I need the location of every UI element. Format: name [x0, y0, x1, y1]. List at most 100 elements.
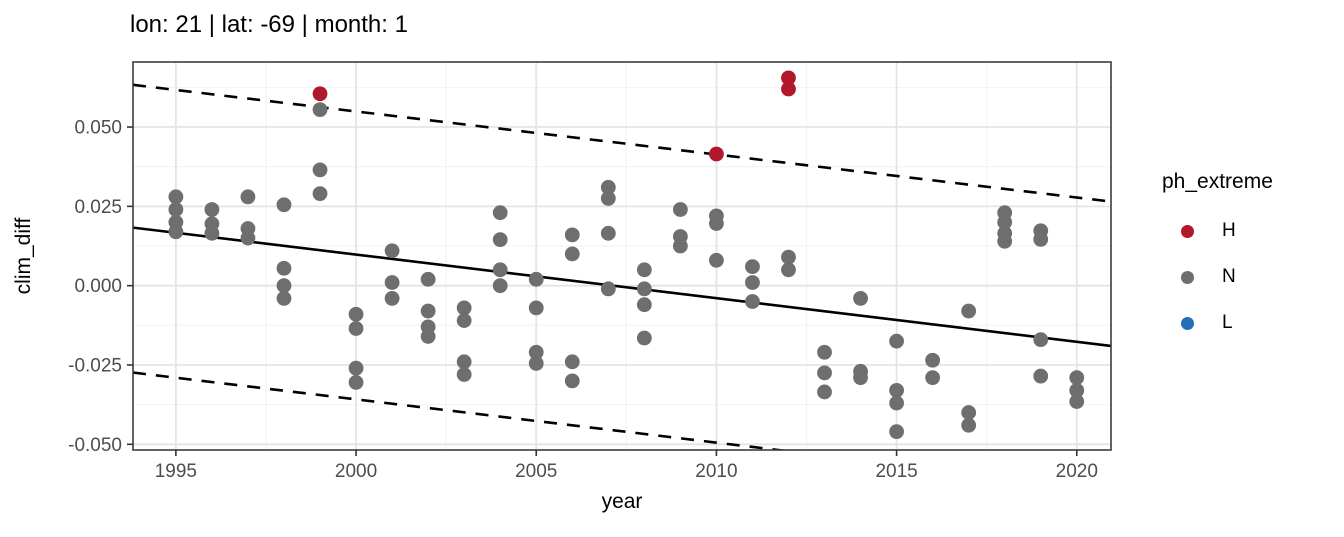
- data-point-n: [528, 271, 544, 287]
- data-point-n: [853, 370, 868, 386]
- data-point-n: [889, 395, 904, 411]
- data-point-n: [276, 278, 292, 294]
- data-point-n: [456, 313, 472, 328]
- data-point-n: [889, 424, 904, 439]
- upper-band-line: [133, 83, 1111, 203]
- data-point-n: [709, 216, 724, 231]
- data-point-n: [492, 205, 508, 221]
- panel-background: [133, 62, 1111, 450]
- legend: ph_extreme H N L: [1152, 170, 1273, 346]
- series-n: [168, 102, 1085, 439]
- data-point-n: [745, 294, 760, 309]
- data-point-n: [817, 384, 832, 400]
- data-point-n: [1033, 368, 1049, 384]
- data-point-n: [348, 360, 364, 376]
- data-point-n: [564, 354, 580, 370]
- legend-label-n: N: [1222, 266, 1236, 287]
- y-tick-label: 0.050: [74, 118, 122, 139]
- data-point-n: [1033, 332, 1049, 347]
- data-point-n: [492, 278, 508, 294]
- data-point-n: [420, 329, 436, 344]
- legend-title: ph_extreme: [1162, 170, 1273, 193]
- y-tick-label: -0.025: [68, 355, 122, 376]
- data-point-n: [636, 262, 652, 278]
- data-point-n: [889, 382, 904, 398]
- data-point-n: [168, 224, 184, 240]
- data-point-n: [709, 252, 724, 268]
- data-point-n: [276, 197, 292, 213]
- legend-swatch-h-icon: [1181, 224, 1194, 238]
- data-point-n: [781, 262, 796, 278]
- data-point-n: [312, 186, 328, 202]
- data-point-n: [564, 227, 580, 243]
- data-point-n: [961, 405, 977, 420]
- data-point-n: [348, 306, 364, 322]
- data-point-n: [168, 189, 184, 205]
- legend-label-h: H: [1222, 220, 1236, 241]
- data-point-n: [997, 233, 1013, 249]
- data-point-n: [636, 281, 652, 297]
- legend-item-l: L: [1152, 300, 1273, 346]
- data-point-n: [961, 417, 977, 433]
- data-point-n: [961, 303, 977, 319]
- data-point-n: [528, 355, 544, 371]
- data-point-n: [420, 303, 436, 319]
- legend-item-h: H: [1152, 208, 1273, 254]
- data-point-n: [348, 375, 364, 390]
- x-tick-label: 2005: [515, 461, 557, 482]
- data-point-n: [564, 246, 580, 262]
- x-tick-label: 1995: [155, 461, 197, 482]
- data-point-n: [276, 260, 292, 276]
- data-point-h: [312, 86, 328, 102]
- panel-border: [132, 61, 1112, 451]
- y-tick-label: 0.025: [74, 197, 122, 218]
- data-point-n: [600, 281, 616, 297]
- legend-swatch-n-icon: [1181, 270, 1194, 284]
- data-point-n: [817, 344, 832, 360]
- data-point-n: [672, 202, 688, 217]
- fit-line: [133, 226, 1111, 348]
- legend-label-l: L: [1222, 312, 1233, 333]
- data-point-n: [204, 202, 220, 217]
- data-point-n: [456, 300, 472, 316]
- y-tick-label: 0.000: [74, 276, 122, 297]
- plot-title: lon: 21 | lat: -69 | month: 1: [130, 11, 408, 38]
- y-tick-labels: 0.050 0.025 0.000 -0.025 -0.050: [68, 118, 122, 456]
- data-point-n: [528, 344, 544, 360]
- data-point-n: [925, 370, 941, 386]
- data-point-n: [853, 290, 868, 306]
- data-point-n: [348, 321, 364, 336]
- data-point-n: [636, 330, 652, 346]
- data-point-n: [781, 249, 796, 265]
- data-point-n: [925, 352, 941, 368]
- data-point-n: [456, 367, 472, 382]
- data-point-n: [456, 354, 472, 370]
- data-point-n: [168, 202, 184, 217]
- data-point-n: [636, 297, 652, 313]
- data-point-n: [600, 225, 616, 241]
- data-point-n: [1033, 231, 1049, 247]
- lower-band-line: [133, 371, 789, 450]
- data-point-n: [204, 225, 220, 241]
- series-h: [312, 70, 796, 162]
- y-tick-label: -0.050: [68, 435, 122, 456]
- legend-item-n: N: [1152, 254, 1273, 300]
- legend-swatch-l-icon: [1181, 316, 1194, 330]
- data-point-n: [564, 373, 580, 389]
- data-point-n: [600, 179, 616, 195]
- trend-lines: [133, 83, 1111, 450]
- data-point-n: [312, 102, 328, 117]
- x-tick-label: 2000: [335, 461, 377, 482]
- data-point-n: [384, 243, 400, 259]
- data-point-n: [240, 230, 256, 246]
- data-point-n: [600, 191, 616, 206]
- data-point-n: [672, 238, 688, 254]
- data-point-n: [528, 300, 544, 316]
- data-point-n: [492, 262, 508, 278]
- data-point-n: [817, 365, 832, 381]
- data-point-n: [492, 232, 508, 248]
- data-point-n: [1069, 370, 1085, 386]
- data-point-h: [781, 81, 796, 97]
- y-axis-title: clim_diff: [12, 217, 35, 295]
